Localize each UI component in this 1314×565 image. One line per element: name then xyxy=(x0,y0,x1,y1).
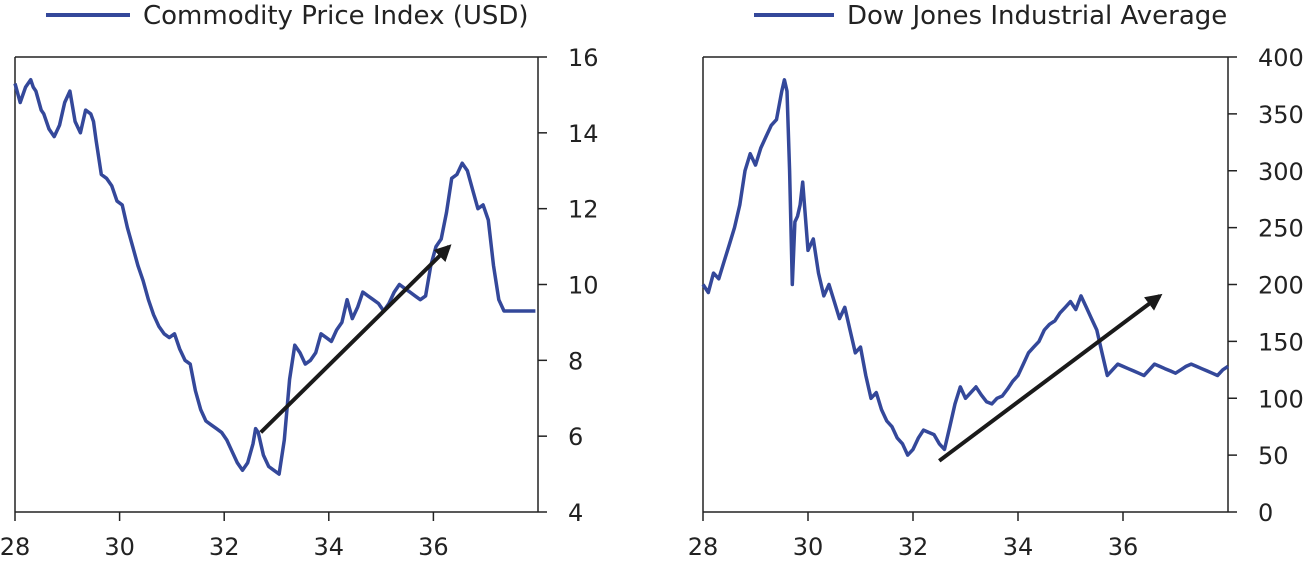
dow-y-tick-label: 200 xyxy=(1258,272,1304,300)
dow-y-tick-label: 350 xyxy=(1258,101,1304,129)
dow-legend-label: Dow Jones Industrial Average xyxy=(847,1,1227,31)
commodity-trend-arrow xyxy=(259,244,452,434)
commodity-y-tick-label: 16 xyxy=(568,44,599,72)
dow-y-tick-label: 300 xyxy=(1258,158,1304,186)
dow-legend: Dow Jones Industrial Average xyxy=(754,1,1227,31)
commodity-legend: Commodity Price Index (USD) xyxy=(46,1,529,31)
commodity-y-tick-label: 6 xyxy=(568,423,583,451)
commodity-series-line xyxy=(13,77,536,476)
commodity-x-ticks: 28 30 32 34 36 xyxy=(0,512,449,561)
commodity-x-tick-label: 30 xyxy=(104,533,135,561)
dow-y-tick-label: 100 xyxy=(1258,385,1304,413)
dow-x-ticks: 28 30 32 34 36 xyxy=(688,512,1139,561)
dow-y-ticks: 0 50 100 150 200 250 300 350 400 xyxy=(1228,44,1304,527)
dow-x-tick-label: 30 xyxy=(793,533,824,561)
commodity-y-tick-label: 8 xyxy=(568,347,583,375)
commodity-x-tick-label: 32 xyxy=(209,533,240,561)
dow-x-tick-label: 36 xyxy=(1108,533,1139,561)
commodity-y-tick-label: 10 xyxy=(568,272,599,300)
commodity-legend-label: Commodity Price Index (USD) xyxy=(143,1,529,31)
dow-x-tick-label: 28 xyxy=(688,533,719,561)
dow-y-tick-label: 150 xyxy=(1258,328,1304,356)
dow-y-tick-label: 0 xyxy=(1258,499,1273,527)
commodity-x-tick-label: 34 xyxy=(314,533,345,561)
dow-series-line xyxy=(701,78,1229,457)
commodity-y-tick-label: 4 xyxy=(568,499,583,527)
dow-axes xyxy=(702,56,1229,513)
commodity-y-tick-label: 12 xyxy=(568,196,599,224)
commodity-y-ticks: 4 6 8 10 12 14 16 xyxy=(538,44,599,527)
commodity-y-tick-label: 14 xyxy=(568,120,599,148)
commodity-chart: Commodity Price Index (USD) 28 30 32 34 36 4… xyxy=(0,1,599,561)
commodity-x-tick-label: 28 xyxy=(0,533,30,561)
dow-x-tick-label: 32 xyxy=(898,533,929,561)
dow-y-tick-label: 250 xyxy=(1258,215,1304,243)
dow-trend-arrow xyxy=(938,293,1163,463)
dow-y-tick-label: 50 xyxy=(1258,442,1289,470)
commodity-x-tick-label: 36 xyxy=(418,533,449,561)
dow-x-tick-label: 34 xyxy=(1003,533,1034,561)
dow-chart: Dow Jones Industrial Average 28 30 32 34 36 … xyxy=(688,1,1304,561)
dow-y-tick-label: 400 xyxy=(1258,44,1304,72)
